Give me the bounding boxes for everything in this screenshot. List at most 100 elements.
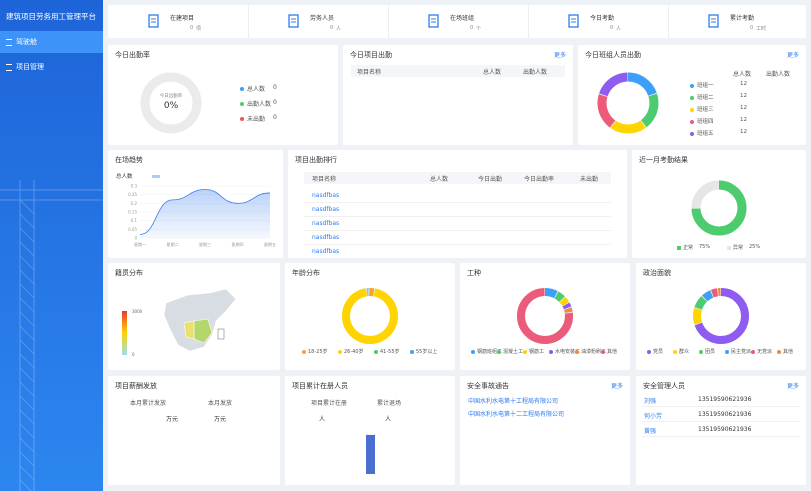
donut-segment — [597, 72, 659, 134]
crane-brace — [19, 381, 35, 397]
legend-label: 其他 — [783, 349, 794, 355]
staff-phone: 13519590621936 — [698, 411, 752, 418]
panel: 近一月考勤结果 总人数 正常 75% 异常 25% — [632, 150, 806, 258]
stat-card: 今日考勤 0 人 — [528, 5, 669, 38]
column-header: 今日出勤 — [478, 176, 503, 183]
legend-dot — [690, 132, 694, 136]
row-divider — [304, 216, 611, 217]
panel: 籍贯分布 3000 0 — [108, 263, 280, 370]
donut-segment — [597, 72, 659, 134]
notice-link[interactable]: 中国水利水电第十二工程局有限公司 — [468, 411, 565, 418]
y-tick-label: 0.15 — [128, 210, 137, 215]
legend-label: 无党派 — [757, 349, 773, 355]
legend-dot — [410, 350, 414, 354]
legend-label: 41-55岁 — [380, 349, 400, 355]
column-header: 项目名称 — [312, 176, 337, 183]
team-total: 12 — [740, 81, 747, 87]
donut-segment — [517, 288, 573, 344]
legend-label: 26-40岁 — [344, 349, 364, 355]
menu-icon — [6, 39, 12, 46]
crane-brace — [19, 353, 35, 369]
legend-label: 群众 — [679, 349, 690, 355]
team-name: 班组五 — [697, 131, 714, 137]
more-link[interactable]: 更多 — [610, 383, 623, 390]
panel: 在场趋势 总人数 0 0.05 0.1 0.15 0.2 0.25 0.3 星期一 星期二 星期三 星期… — [108, 150, 283, 258]
staff-name: 刘强 — [644, 398, 657, 405]
crane-brace — [19, 199, 35, 215]
menu-label: 项目管理 — [16, 63, 44, 71]
panel: 年龄分布 18-25岁 26-40岁 41-55岁 55岁以上 — [285, 263, 455, 370]
amount-unit: 万元 — [166, 416, 179, 423]
icon-doc — [568, 14, 579, 28]
legend-dot — [240, 102, 244, 106]
more-link[interactable]: 更多 — [786, 383, 799, 390]
sidebar: 建筑项目劳务用工管理平台 驾驶舱 项目管理 — [0, 0, 103, 491]
visual-map — [122, 311, 127, 355]
crane-brace — [19, 297, 35, 313]
crane-brace — [19, 465, 35, 481]
amount-unit: 万元 — [214, 416, 227, 423]
staff-name: 黄强 — [644, 428, 657, 435]
chart: 今日出勤率 0% — [140, 72, 202, 134]
menu-item[interactable]: 项目管理 — [0, 56, 103, 78]
stat-card: 累计考勤 0 工时 — [668, 5, 806, 38]
stat-icon — [428, 14, 439, 28]
row-divider — [642, 421, 800, 422]
panel: 今日班组人员出勤 更多 总人数 总人数 出勤人数 班组一 12 班组二 12 班组三 12 班组四 12… — [578, 45, 806, 145]
stat-label: 今日考勤 — [590, 15, 615, 22]
y-tick-label: 0.3 — [131, 184, 138, 189]
project-link: nasdfbas — [312, 192, 340, 199]
map-islands — [217, 328, 225, 340]
legend-dot — [673, 350, 677, 354]
y-tick-label: 0.1 — [131, 218, 138, 223]
stat-value: 0 — [610, 25, 614, 31]
legend-label: 正常 — [683, 245, 694, 251]
project-link: nasdfbas — [312, 220, 340, 227]
stat-label: 累计考勤 — [730, 15, 755, 22]
donut-segment — [693, 288, 749, 344]
map-region-highlight — [183, 320, 195, 340]
team-total: 12 — [740, 93, 747, 99]
stat-unit: 项 — [196, 26, 202, 32]
crane-brace — [19, 283, 35, 299]
donut-center-label: 总人数 — [620, 100, 635, 107]
staff-name: 何小芳 — [644, 413, 663, 420]
icon-doc — [288, 14, 299, 28]
legend-label: 钢筋班组工 — [477, 349, 503, 355]
legend-value: 75% — [699, 244, 711, 250]
legend-label: 总人数 — [247, 86, 266, 93]
more-link[interactable]: 更多 — [553, 52, 566, 59]
series-name: 总人数 — [116, 172, 133, 180]
stat-value: 0 — [750, 25, 754, 31]
chart: 3000 0 — [122, 288, 237, 357]
crane-brace — [19, 269, 35, 285]
team-total: 12 — [740, 117, 747, 123]
x-tick-label: 星期二 — [167, 241, 179, 247]
donut-segment — [597, 72, 659, 134]
legend-dot — [751, 350, 755, 354]
column-header: 本月发放 — [208, 400, 233, 407]
legend-dot — [725, 350, 729, 354]
menu-item[interactable]: 驾驶舱 — [0, 31, 103, 53]
legend-dot — [338, 350, 342, 354]
chart — [693, 288, 749, 344]
more-link[interactable]: 更多 — [786, 52, 799, 59]
legend-label: 党员 — [653, 349, 664, 355]
chart: 总人数 — [597, 72, 659, 134]
legend-label: 未出勤 — [247, 116, 266, 123]
crane-brace — [19, 213, 35, 229]
donut-center-label: 总人数 — [711, 205, 726, 212]
count-unit: 人 — [385, 416, 392, 423]
column-header: 今日出勤率 — [524, 176, 555, 183]
crane-brace — [19, 423, 35, 439]
column-header: 总人数 — [430, 176, 449, 183]
visual-map-max: 3000 — [132, 309, 143, 314]
legend-dot — [374, 350, 378, 354]
stat-unit: 人 — [336, 26, 342, 32]
x-tick-label: 星期五 — [264, 241, 276, 247]
y-tick-label: 0 — [134, 236, 137, 241]
panel: 项目累计在册人员 项目累计在册 累计退场人 人 — [285, 376, 455, 485]
notice-link[interactable]: 中国水利水电第十工程局有限公司 — [468, 398, 559, 405]
legend-dot — [690, 108, 694, 112]
panel-title: 今日班组人员出勤 — [585, 51, 641, 59]
